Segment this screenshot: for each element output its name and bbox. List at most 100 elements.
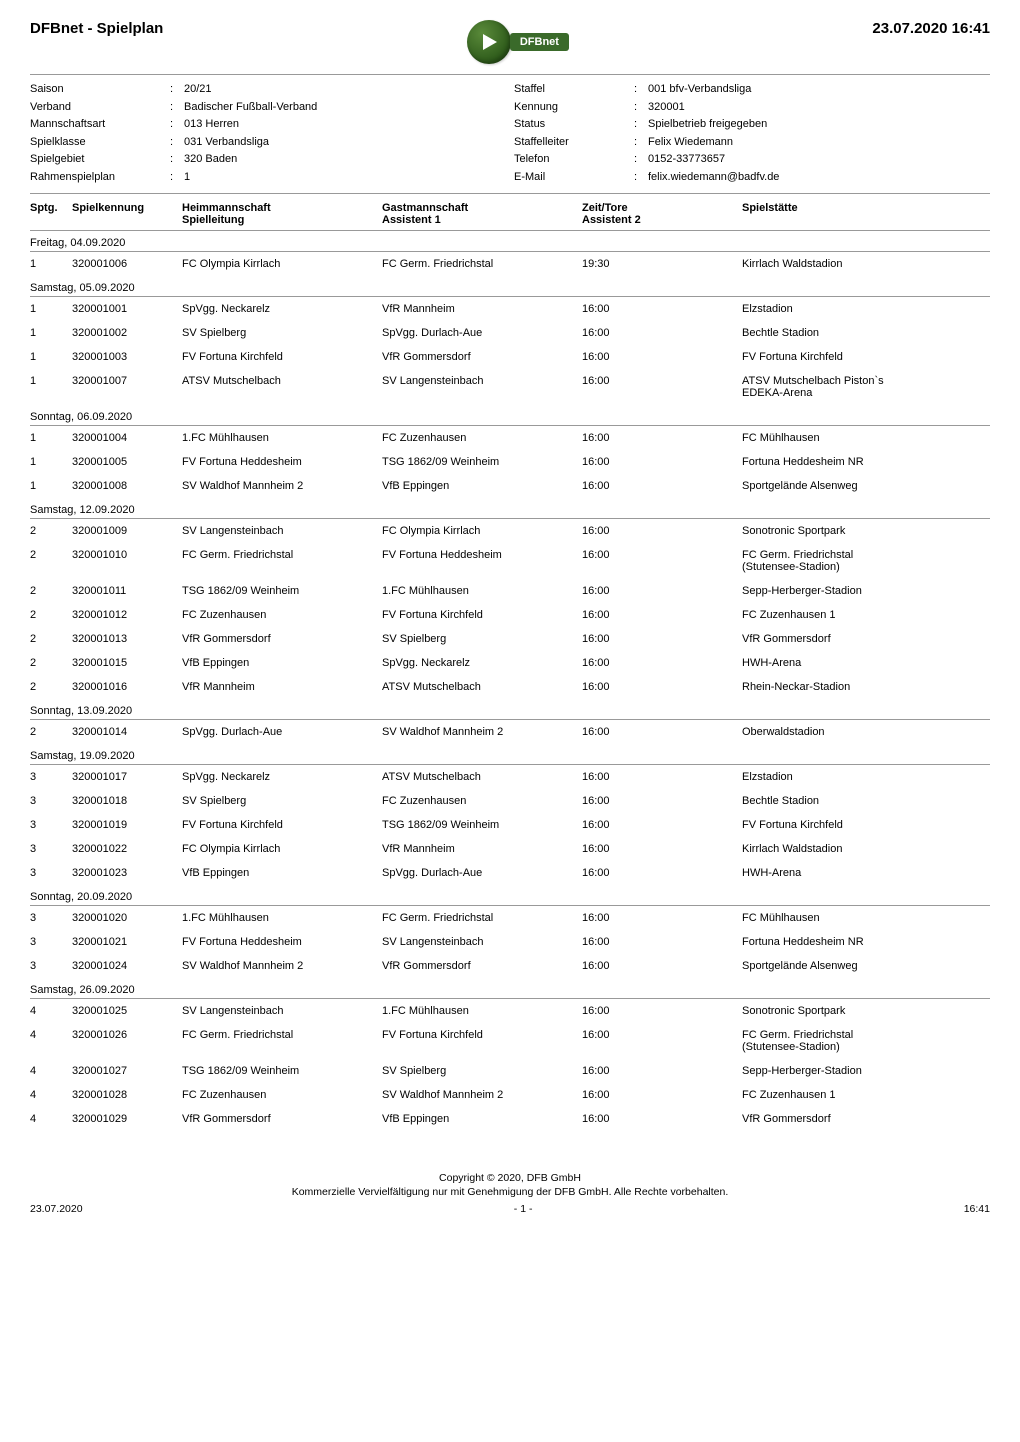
cell-stadion: Sonotronic Sportpark xyxy=(742,1005,990,1017)
cell-heim: FC Zuzenhausen xyxy=(182,1089,382,1101)
cell-sptg: 1 xyxy=(30,327,72,339)
date-row: Freitag, 04.09.2020 xyxy=(30,231,990,252)
match-row: 1320001003FV Fortuna KirchfeldVfR Gommer… xyxy=(30,345,990,369)
date-row: Samstag, 26.09.2020 xyxy=(30,978,990,999)
cell-kennung: 320001008 xyxy=(72,480,182,492)
cell-sptg: 1 xyxy=(30,432,72,444)
match-row: 2320001013VfR GommersdorfSV Spielberg16:… xyxy=(30,627,990,651)
date-row: Sonntag, 06.09.2020 xyxy=(30,405,990,426)
cell-sptg: 2 xyxy=(30,585,72,597)
cell-sptg: 3 xyxy=(30,843,72,855)
cell-zeit: 16:00 xyxy=(582,1113,742,1125)
logo-text: DFBnet xyxy=(510,33,569,51)
cell-zeit: 16:00 xyxy=(582,912,742,924)
cell-kennung: 320001013 xyxy=(72,633,182,645)
cell-zeit: 16:00 xyxy=(582,726,742,738)
match-row: 33200010201.FC MühlhausenFC Germ. Friedr… xyxy=(30,906,990,930)
cell-heim: FV Fortuna Heddesheim xyxy=(182,456,382,468)
match-row: 3320001022FC Olympia KirrlachVfR Mannhei… xyxy=(30,837,990,861)
cell-heim: FC Germ. Friedrichstal xyxy=(182,1029,382,1041)
cell-zeit: 16:00 xyxy=(582,819,742,831)
match-row: 3320001017SpVgg. NeckarelzATSV Mutschelb… xyxy=(30,765,990,789)
meta-label: Mannschaftsart xyxy=(30,116,170,134)
match-row: 13200010041.FC MühlhausenFC Zuzenhausen1… xyxy=(30,426,990,450)
cell-heim: VfR Mannheim xyxy=(182,681,382,693)
cell-gast: FC Zuzenhausen xyxy=(382,432,582,444)
meta-label: E-Mail xyxy=(514,169,634,187)
col-zeit-l1: Zeit/Tore xyxy=(582,202,628,214)
col-gast-l2: Assistent 1 xyxy=(382,214,441,226)
cell-zeit: 16:00 xyxy=(582,585,742,597)
cell-kennung: 320001029 xyxy=(72,1113,182,1125)
cell-stadion: FC Mühlhausen xyxy=(742,912,990,924)
cell-stadion: HWH-Arena xyxy=(742,867,990,879)
cell-zeit: 16:00 xyxy=(582,960,742,972)
cell-heim: FV Fortuna Kirchfeld xyxy=(182,351,382,363)
cell-sptg: 3 xyxy=(30,960,72,972)
cell-kennung: 320001002 xyxy=(72,327,182,339)
meta-value: Spielbetrieb freigegeben xyxy=(648,116,990,134)
cell-sptg: 4 xyxy=(30,1065,72,1077)
cell-heim: SpVgg. Durlach-Aue xyxy=(182,726,382,738)
match-row: 3320001024SV Waldhof Mannheim 2VfR Gomme… xyxy=(30,954,990,978)
meta-label: Staffelleiter xyxy=(514,134,634,152)
cell-zeit: 16:00 xyxy=(582,351,742,363)
footer-page: - 1 - xyxy=(514,1202,533,1217)
match-row: 4320001029VfR GommersdorfVfB Eppingen16:… xyxy=(30,1107,990,1131)
cell-kennung: 320001006 xyxy=(72,258,182,270)
cell-sptg: 2 xyxy=(30,525,72,537)
cell-kennung: 320001023 xyxy=(72,867,182,879)
cell-stadion: FC Mühlhausen xyxy=(742,432,990,444)
cell-kennung: 320001026 xyxy=(72,1029,182,1041)
meta-colon: : xyxy=(634,151,648,169)
cell-stadion: Fortuna Heddesheim NR xyxy=(742,936,990,948)
cell-kennung: 320001027 xyxy=(72,1065,182,1077)
cell-kennung: 320001025 xyxy=(72,1005,182,1017)
meta-value: 0152-33773657 xyxy=(648,151,990,169)
cell-stadion: Oberwaldstadion xyxy=(742,726,990,738)
cell-gast: FV Fortuna Kirchfeld xyxy=(382,1029,582,1041)
cell-gast: SV Langensteinbach xyxy=(382,375,582,387)
meta-value: 1 xyxy=(184,169,514,187)
cell-zeit: 16:00 xyxy=(582,867,742,879)
cell-gast: FV Fortuna Kirchfeld xyxy=(382,609,582,621)
cell-sptg: 3 xyxy=(30,819,72,831)
cell-heim: TSG 1862/09 Weinheim xyxy=(182,585,382,597)
cell-stadion: ATSV Mutschelbach Piston`s EDEKA-Arena xyxy=(742,375,990,399)
meta-row: Saison:20/21Staffel:001 bfv-Verbandsliga xyxy=(30,81,990,99)
col-sptg: Sptg. xyxy=(30,202,72,226)
meta-colon: : xyxy=(170,99,184,117)
cell-sptg: 2 xyxy=(30,726,72,738)
match-row: 4320001028FC ZuzenhausenSV Waldhof Mannh… xyxy=(30,1083,990,1107)
meta-block: Saison:20/21Staffel:001 bfv-Verbandsliga… xyxy=(30,74,990,194)
cell-sptg: 4 xyxy=(30,1029,72,1041)
cell-kennung: 320001007 xyxy=(72,375,182,387)
cell-zeit: 16:00 xyxy=(582,525,742,537)
cell-zeit: 16:00 xyxy=(582,771,742,783)
match-row: 4320001025SV Langensteinbach1.FC Mühlhau… xyxy=(30,999,990,1023)
match-row: 1320001001SpVgg. NeckarelzVfR Mannheim16… xyxy=(30,297,990,321)
cell-sptg: 3 xyxy=(30,912,72,924)
meta-label: Verband xyxy=(30,99,170,117)
cell-gast: 1.FC Mühlhausen xyxy=(382,585,582,597)
cell-gast: SV Waldhof Mannheim 2 xyxy=(382,726,582,738)
cell-kennung: 320001016 xyxy=(72,681,182,693)
cell-kennung: 320001003 xyxy=(72,351,182,363)
cell-zeit: 16:00 xyxy=(582,1065,742,1077)
date-row: Samstag, 12.09.2020 xyxy=(30,498,990,519)
cell-sptg: 1 xyxy=(30,351,72,363)
meta-colon: : xyxy=(170,169,184,187)
cell-stadion: Sonotronic Sportpark xyxy=(742,525,990,537)
cell-gast: 1.FC Mühlhausen xyxy=(382,1005,582,1017)
cell-kennung: 320001028 xyxy=(72,1089,182,1101)
cell-zeit: 16:00 xyxy=(582,1029,742,1041)
meta-row: Verband:Badischer Fußball-VerbandKennung… xyxy=(30,99,990,117)
cell-kennung: 320001005 xyxy=(72,456,182,468)
match-row: 3320001023VfB EppingenSpVgg. Durlach-Aue… xyxy=(30,861,990,885)
cell-zeit: 16:00 xyxy=(582,657,742,669)
cell-gast: ATSV Mutschelbach xyxy=(382,681,582,693)
col-heim: Heimmannschaft Spielleitung xyxy=(182,202,382,226)
matches-container: Freitag, 04.09.20201320001006FC Olympia … xyxy=(30,231,990,1131)
cell-kennung: 320001004 xyxy=(72,432,182,444)
cell-stadion: Elzstadion xyxy=(742,303,990,315)
